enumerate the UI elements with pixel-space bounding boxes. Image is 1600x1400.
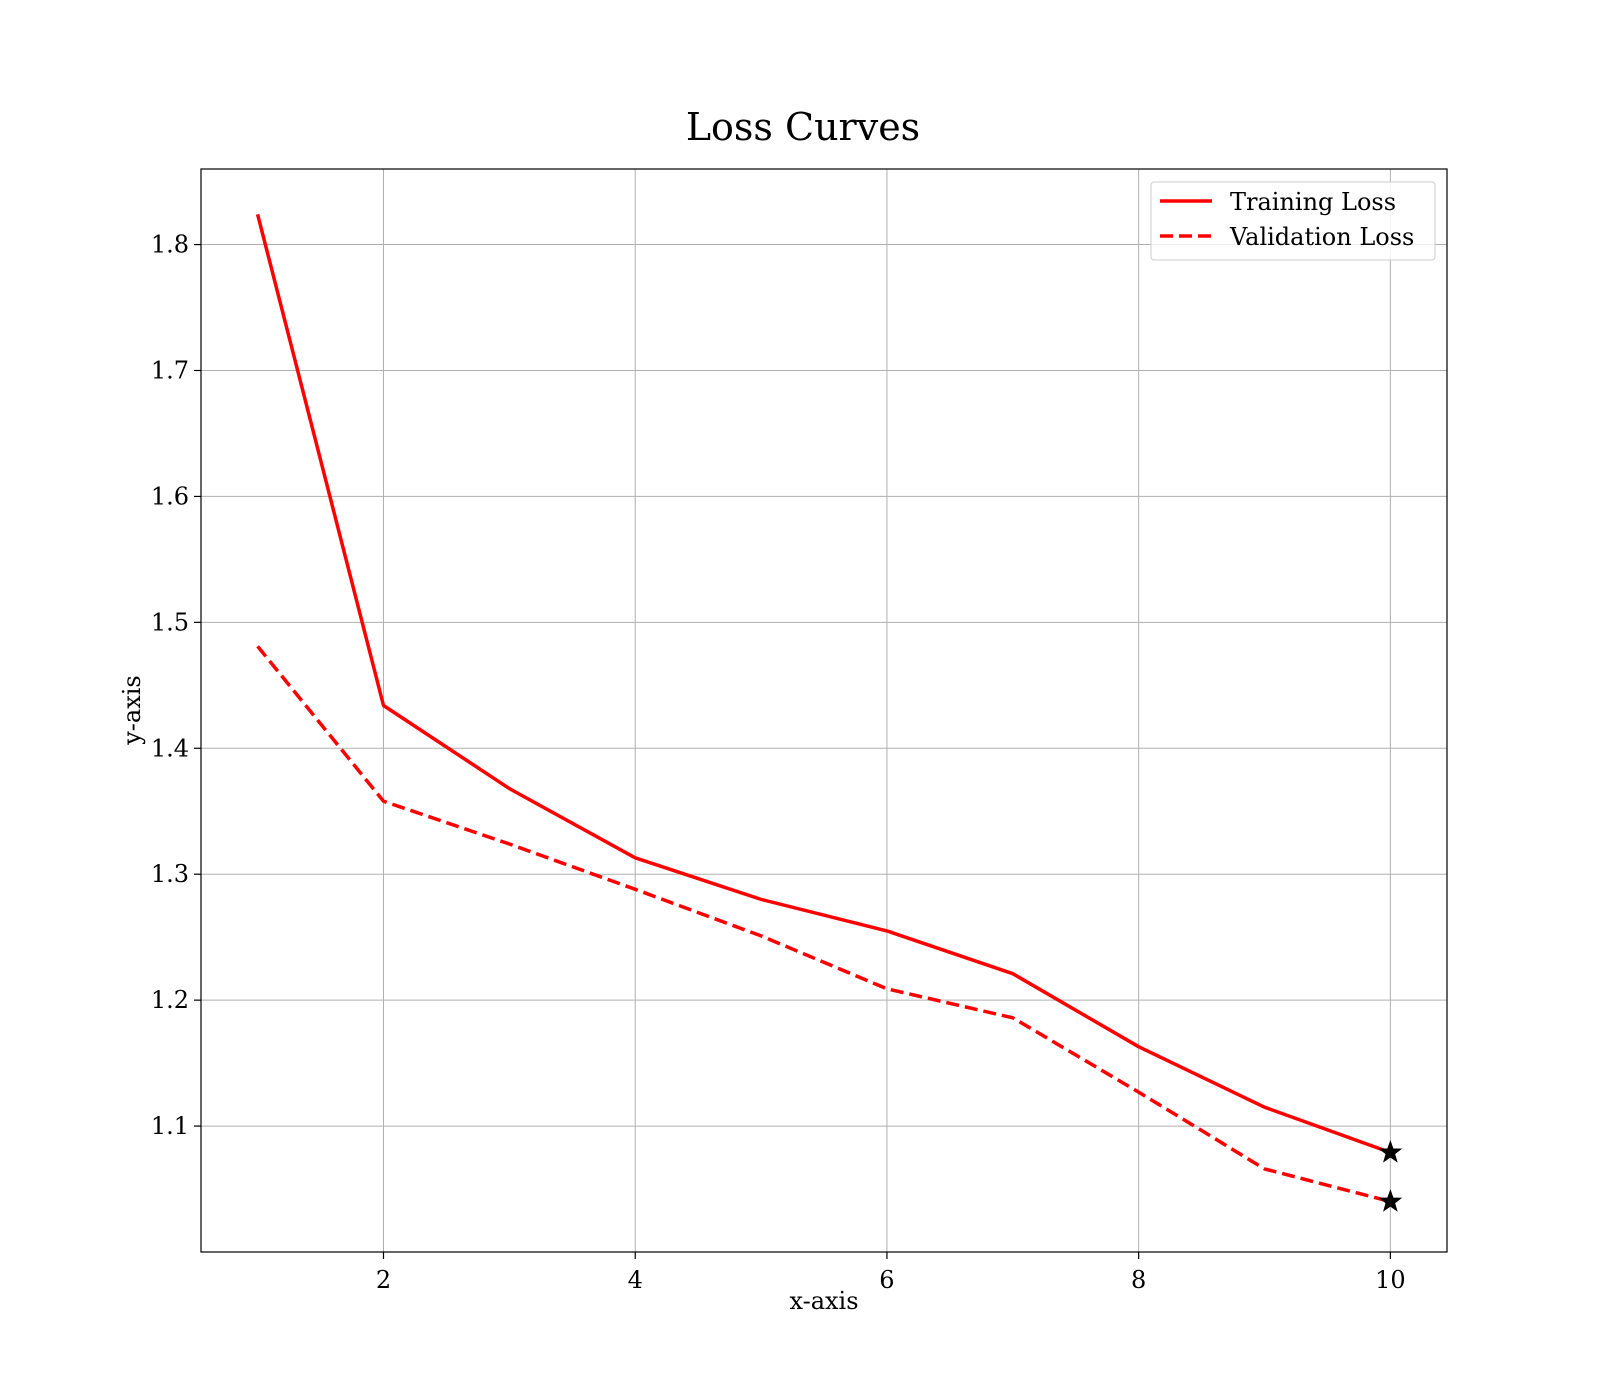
y-tick-label: 1.7	[151, 356, 189, 384]
y-tick-label: 1.5	[151, 608, 189, 636]
chart-title: Loss Curves	[686, 105, 920, 149]
legend-label-training-loss: Training Loss	[1230, 188, 1396, 216]
y-tick-label: 1.4	[151, 734, 189, 762]
y-tick-label: 1.1	[151, 1112, 189, 1140]
marker-layer	[1378, 1140, 1403, 1212]
y-tick-label: 1.6	[151, 482, 189, 510]
x-tick-label: 6	[879, 1266, 894, 1294]
x-tick-label: 10	[1375, 1266, 1406, 1294]
x-tick-label: 4	[628, 1266, 643, 1294]
x-ticks: 2 4 6 8 10	[376, 1252, 1406, 1294]
legend-label-validation-loss: Validation Loss	[1229, 223, 1414, 251]
x-axis-label: x-axis	[789, 1287, 858, 1315]
y-tick-label: 1.2	[151, 986, 189, 1014]
y-ticks: 1.1 1.2 1.3 1.4 1.5 1.6 1.7 1.8	[151, 231, 201, 1140]
legend-box	[1150, 181, 1436, 261]
plot-frame	[200, 168, 1448, 1253]
series-layer	[255, 213, 1391, 1204]
y-tick-label: 1.3	[151, 860, 189, 888]
series-line-training-loss	[255, 213, 1391, 1155]
star-marker-training-loss	[1378, 1140, 1403, 1163]
y-tick-label: 1.8	[151, 231, 189, 259]
x-tick-label: 8	[1131, 1266, 1146, 1294]
star-marker-validation-loss	[1378, 1189, 1403, 1212]
legend: Training Loss Validation Loss	[1150, 181, 1436, 261]
y-axis-label: y-axis	[118, 675, 146, 746]
x-tick-label: 2	[376, 1266, 391, 1294]
series-line-validation-loss	[256, 645, 1391, 1204]
